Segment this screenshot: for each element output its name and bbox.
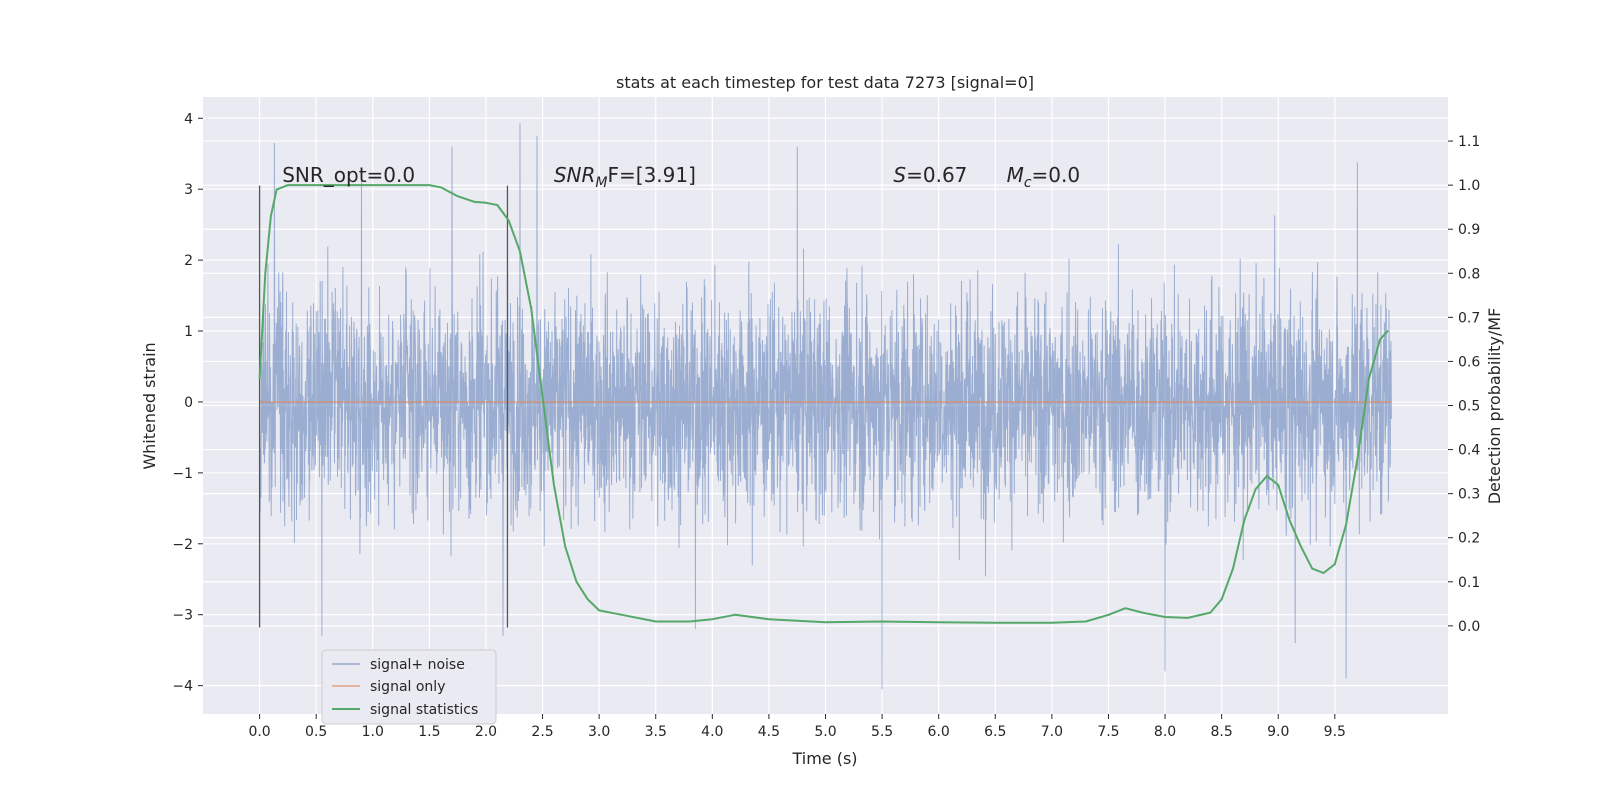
- statistics-series: [258, 184, 1389, 624]
- right-tick-label: 0.9: [1458, 222, 1480, 238]
- x-axis-ticks: 0.0 0.5 1.0 1.5 2.0 2.5 3.0 3.5 4.0 4.5 5.0 5.5 6.0 6…: [248, 714, 1346, 740]
- chart-title: stats at each timestep for test data 727…: [616, 73, 1034, 92]
- x-axis-label: Time (s): [791, 749, 857, 768]
- annotation-base: SNR_opt=0.0: [282, 163, 415, 187]
- annotation-base: SNR: [554, 163, 596, 187]
- annotation-s-stat: S=0.67: [893, 163, 967, 187]
- noise-line: [259, 123, 1392, 690]
- x-tick-label: 7.0: [1041, 724, 1063, 740]
- left-tick-label: −2: [172, 537, 193, 553]
- x-tick-label: 4.5: [758, 724, 780, 740]
- annotation-sub: c: [1024, 175, 1032, 191]
- left-tick-label: −1: [172, 466, 193, 482]
- annotation-suffix: =0.0: [1032, 163, 1081, 187]
- left-axis-label: Whitened strain: [140, 342, 159, 469]
- left-tick-label: 2: [184, 253, 193, 269]
- right-tick-label: 1.0: [1458, 178, 1480, 194]
- left-tick-label: 0: [184, 395, 193, 411]
- right-tick-label: 0.1: [1458, 575, 1480, 591]
- x-tick-label: 9.0: [1267, 724, 1289, 740]
- legend-label-statistics: signal statistics: [370, 702, 478, 718]
- left-tick-label: 3: [184, 182, 193, 198]
- x-tick-label: 3.5: [645, 724, 667, 740]
- annotation-suffix: =0.67: [906, 163, 967, 187]
- right-axis-label: Detection probability/MF: [1485, 308, 1504, 505]
- legend: signal+ noise signal only signal statist…: [321, 649, 497, 725]
- x-tick-label: 8.5: [1211, 724, 1233, 740]
- right-tick-label: 0.8: [1458, 266, 1480, 282]
- annotation-snr-opt: SNR_opt=0.0: [282, 163, 415, 187]
- x-tick-label: 7.5: [1097, 724, 1119, 740]
- right-tick-label: 0.7: [1458, 310, 1480, 326]
- right-tick-label: 0.0: [1458, 619, 1480, 635]
- statistics-line: [258, 184, 1389, 624]
- legend-box: [321, 649, 497, 725]
- annotations: SNR_opt=0.0 SNRMF=[3.91] S=0.67 Mc=0.0: [282, 163, 1080, 191]
- annotation-base: S: [893, 163, 906, 187]
- right-axis-ticks: 1.1 1.0 0.9 0.8 0.7 0.6 0.5 0.4 0.3 0.2 0.1 0.0: [1448, 134, 1480, 635]
- x-tick-label: 9.5: [1324, 724, 1346, 740]
- x-tick-label: 5.5: [871, 724, 893, 740]
- left-tick-label: 1: [184, 324, 193, 340]
- x-tick-label: 5.0: [814, 724, 836, 740]
- left-axis-ticks: 4 3 2 1 0 −1 −2 −3 −4: [172, 111, 203, 695]
- right-tick-label: 0.2: [1458, 531, 1480, 547]
- right-tick-label: 0.5: [1458, 399, 1480, 415]
- annotation-snr-mf: SNRMF=[3.91]: [554, 163, 696, 191]
- left-tick-label: 4: [184, 111, 193, 127]
- x-tick-label: 0.0: [248, 724, 270, 740]
- x-tick-label: 6.0: [928, 724, 950, 740]
- marker-lines: [258, 185, 509, 628]
- x-tick-label: 1.5: [418, 724, 440, 740]
- annotation-base: M: [1007, 163, 1024, 187]
- x-tick-label: 0.5: [305, 724, 327, 740]
- right-tick-label: 0.6: [1458, 354, 1480, 370]
- x-tick-label: 8.0: [1154, 724, 1176, 740]
- x-tick-label: 6.5: [984, 724, 1006, 740]
- noise-series: [259, 123, 1392, 690]
- right-tick-label: 0.3: [1458, 487, 1480, 503]
- right-tick-label: 1.1: [1458, 134, 1480, 150]
- left-tick-label: −3: [172, 608, 193, 624]
- x-tick-label: 1.0: [362, 724, 384, 740]
- right-tick-label: 0.4: [1458, 443, 1480, 459]
- x-tick-label: 2.5: [531, 724, 553, 740]
- x-tick-label: 2.0: [475, 724, 497, 740]
- x-tick-label: 4.0: [701, 724, 723, 740]
- annotation-sub: M: [595, 175, 607, 191]
- legend-label-signal: signal only: [370, 679, 445, 695]
- annotation-suffix: F=[3.91]: [608, 163, 696, 187]
- x-tick-label: 3.0: [588, 724, 610, 740]
- legend-label-noise: signal+ noise: [370, 657, 465, 673]
- annotation-mc-stat: Mc=0.0: [1007, 163, 1081, 191]
- left-tick-label: −4: [172, 679, 193, 695]
